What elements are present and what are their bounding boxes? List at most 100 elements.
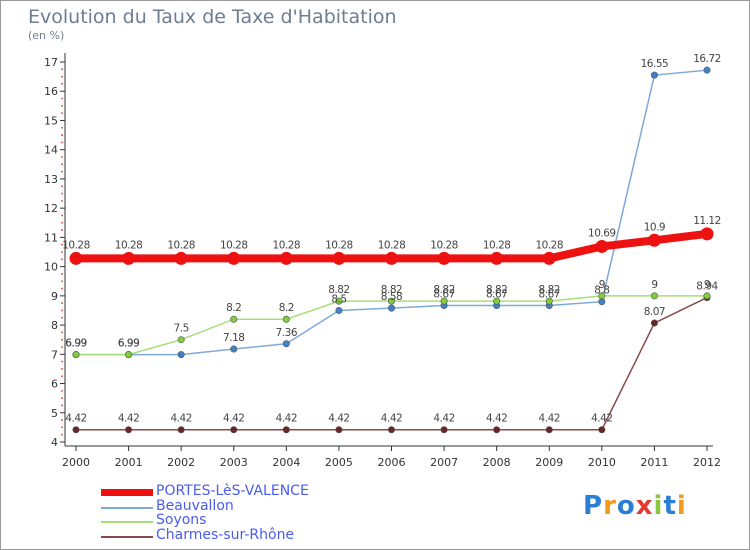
y-minor-tick [61, 316, 63, 319]
data-point [282, 340, 290, 348]
data-point [279, 251, 293, 265]
y-minor-tick [61, 258, 63, 261]
data-label: 8.82 [328, 284, 349, 296]
data-label: 8.94 [696, 281, 718, 293]
data-point [227, 251, 241, 265]
data-label: 10.28 [220, 239, 248, 251]
data-point [69, 251, 83, 265]
y-minor-tick [61, 346, 63, 348]
y-minor-tick [61, 75, 63, 78]
data-point [703, 66, 711, 74]
y-minor-tick [61, 97, 63, 100]
y-tick-label: 14 [44, 144, 58, 157]
x-tick-label: 2006 [378, 456, 406, 469]
data-point [650, 292, 658, 300]
data-point [545, 297, 553, 305]
data-label: 8.82 [486, 284, 507, 296]
data-label: 8.8 [594, 285, 609, 297]
data-label: 10.28 [273, 239, 301, 251]
data-point [647, 233, 661, 247]
y-minor-tick [61, 126, 63, 129]
data-point [650, 319, 658, 327]
data-point [72, 351, 80, 359]
y-minor-tick [61, 170, 63, 173]
y-minor-tick [61, 375, 63, 378]
y-minor-tick [61, 331, 63, 334]
y-minor-tick [61, 214, 63, 217]
y-minor-tick [61, 141, 63, 144]
data-label: 8.82 [539, 284, 560, 296]
x-tick-label: 2004 [272, 456, 300, 469]
y-minor-tick [61, 163, 63, 166]
data-point [598, 298, 606, 306]
x-tick-label: 2008 [483, 456, 511, 469]
data-label: 6.99 [118, 338, 139, 350]
y-tick-label: 16 [44, 85, 58, 98]
chart-subtitle: (en %) [28, 29, 65, 42]
y-minor-tick [61, 287, 63, 290]
y-tick-label: 17 [44, 56, 58, 69]
y-tick-label: 8 [51, 319, 58, 332]
data-point [230, 315, 238, 323]
y-minor-tick [61, 83, 63, 85]
data-label: 7.36 [276, 327, 298, 339]
proxiti-logo: Proxiti [583, 491, 687, 521]
legend-swatch [101, 521, 153, 523]
x-tick-label: 2007 [430, 456, 458, 469]
y-minor-tick [61, 112, 63, 115]
data-point [598, 426, 606, 434]
data-label: 10.28 [167, 239, 195, 251]
data-point [332, 251, 346, 265]
data-point [387, 297, 395, 305]
data-label: 4.42 [170, 413, 191, 425]
logo-letter: i [676, 491, 687, 521]
data-label: 10.28 [115, 239, 143, 251]
logo-letter: t [663, 491, 677, 521]
legend-swatch [101, 506, 153, 509]
data-point [125, 426, 133, 434]
legend-label: Soyons [156, 512, 207, 528]
y-minor-tick [61, 338, 63, 341]
data-label: 8.67 [433, 288, 454, 300]
legend-swatch [101, 535, 153, 538]
data-label: 7.5 [174, 323, 189, 335]
data-label: 4.42 [433, 413, 454, 425]
data-point [545, 426, 553, 434]
y-tick-label: 10 [44, 261, 58, 274]
x-tick-label: 2003 [220, 456, 248, 469]
y-minor-tick [61, 156, 63, 158]
data-label: 8.5 [331, 293, 346, 305]
y-minor-tick [61, 68, 63, 71]
y-minor-tick [61, 419, 63, 421]
y-minor-tick [61, 229, 63, 231]
data-point [177, 336, 185, 344]
logo-letter: P [583, 491, 604, 521]
data-point [230, 426, 238, 434]
data-point [282, 426, 290, 434]
logo-letter: i [653, 491, 664, 521]
x-tick-label: 2001 [115, 456, 143, 469]
data-point [335, 297, 343, 305]
legend-label: Charmes-sur-Rhône [156, 526, 295, 543]
data-label: 8.58 [381, 291, 402, 303]
y-minor-tick [61, 302, 63, 305]
x-tick-label: 2010 [588, 456, 616, 469]
data-label: 8.67 [486, 288, 507, 300]
data-label: 4.42 [276, 413, 297, 425]
y-minor-tick [61, 397, 63, 400]
data-label: 4.42 [328, 413, 349, 425]
data-point [387, 304, 395, 312]
data-label: 10.69 [588, 227, 616, 239]
data-label: 8.82 [381, 284, 402, 296]
series-line [76, 69, 708, 356]
y-tick-label: 9 [51, 290, 58, 303]
y-tick-label: 13 [44, 173, 58, 186]
data-label: 8.67 [539, 288, 560, 300]
data-label: 8.2 [279, 302, 294, 314]
y-minor-tick [61, 192, 63, 195]
y-tick-label: 15 [44, 114, 58, 127]
y-minor-tick [61, 404, 63, 407]
logo-letter: o [616, 491, 636, 521]
data-label: 10.9 [644, 221, 665, 233]
